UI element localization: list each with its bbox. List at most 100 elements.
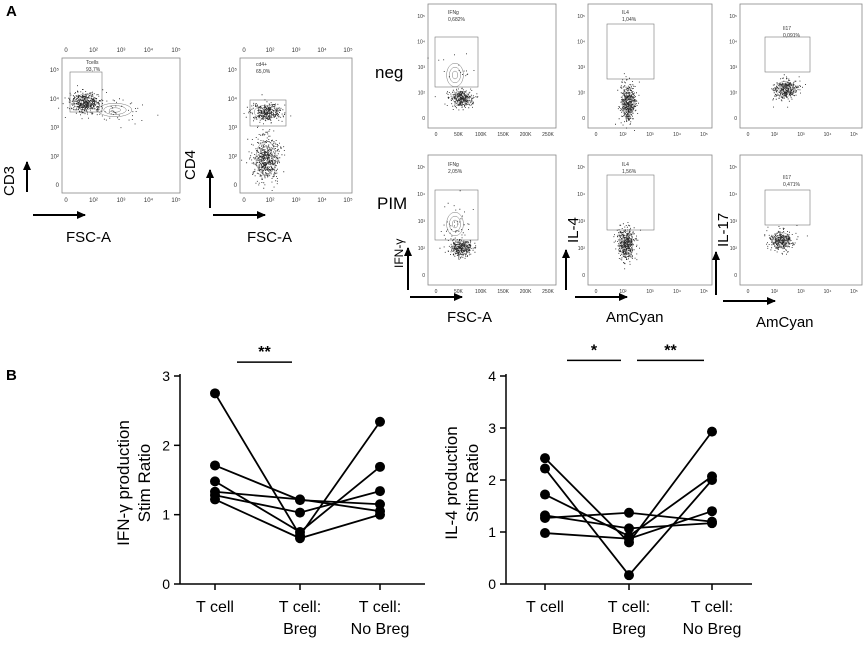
x-axis-label: FSC-A (66, 229, 111, 246)
density-contour (259, 146, 273, 170)
x-tick-label: 50K (454, 289, 464, 295)
events (764, 225, 808, 255)
density-contour (446, 63, 464, 87)
plot-frame (239, 57, 353, 194)
x-tick-label: 10³ (117, 198, 126, 204)
density-contour (452, 241, 470, 255)
y-tick-label: 10⁴ (577, 192, 585, 198)
data-point (707, 471, 717, 482)
density-contour (778, 83, 792, 95)
plot-frame (587, 154, 713, 286)
event-cloud (243, 94, 292, 124)
density-contour (781, 86, 789, 92)
gate-box (606, 174, 655, 231)
y-tick-label: 0 (422, 116, 425, 122)
y-tick-label: 10⁵ (228, 67, 238, 74)
density-contour (621, 87, 635, 119)
category-label: Breg (283, 621, 317, 638)
y-tick-label: 0 (734, 273, 737, 279)
y-tick-label: 10⁵ (417, 165, 425, 171)
density-contour (257, 107, 275, 117)
x-tick-label: 200K (520, 289, 532, 295)
plot-ticks: 0 0 10² 10² 10³ 10³ 10⁴ 10⁴ 10⁵ 10⁵ 10⁵ 10⁴ 10³ 10² 0 (228, 47, 353, 204)
event-cloud (771, 74, 806, 108)
cyto-plot-pim-il4: IL4 1,56% 0 10² 10³ 10⁴ 10⁵ 10⁵ 10⁴ 10³ 10² 0 (577, 154, 713, 295)
x-tick-label: 200K (520, 132, 532, 138)
ifng-y-axis-label: IFN-γ (392, 239, 406, 268)
y-tick-label: 10⁴ (729, 192, 737, 198)
top-tick-label: 0 (64, 48, 68, 54)
x-tick-label: 10² (266, 198, 275, 204)
top-tick-label: 10³ (117, 48, 126, 54)
data-point (295, 533, 305, 544)
y-tick-label: 0 (422, 273, 425, 279)
density-contour (76, 96, 94, 108)
y-tick-label: 10⁴ (228, 96, 238, 103)
x-tick-label: 10² (89, 198, 98, 204)
y-tick-label: 10⁴ (50, 96, 60, 103)
il4-stim-ratio-chart: IL-4 production Stim Ratio 0 1 2 3 4 T cell T … (442, 342, 752, 638)
density-contour (771, 232, 791, 248)
data-point (540, 453, 550, 464)
x-tick-label: 250K (542, 132, 554, 138)
y-tick-label: 0 (234, 183, 238, 189)
data-point (375, 461, 385, 472)
data-point (707, 506, 717, 517)
y-tick-label: 0 (582, 116, 585, 122)
density-contour (775, 81, 795, 97)
x-tick-label: 0 (435, 132, 438, 138)
density-contour (455, 243, 467, 253)
x-tick-label: 0 (595, 289, 598, 295)
y-tick-label: 10³ (578, 219, 586, 225)
gate-name: IFNg (448, 162, 459, 168)
y-tick-label: 10³ (730, 219, 738, 225)
plot-frame (587, 3, 713, 129)
y-tick-label: 0 (488, 576, 496, 592)
plot-frame (739, 3, 863, 129)
event-cloud (764, 225, 808, 255)
event-cloud (444, 234, 477, 260)
y-tick-label: 10⁴ (417, 192, 425, 198)
gate-percent: 0,682% (448, 17, 466, 23)
y-tick-label: 2 (488, 472, 496, 488)
y-tick-label: 10⁵ (729, 14, 737, 20)
event-cloud (64, 92, 159, 129)
plot-frame (61, 57, 181, 194)
y-axis-label-line1: IFN-γ production (114, 420, 133, 546)
x-tick-label: 0 (595, 132, 598, 138)
data-point (375, 499, 385, 510)
il4-x-axis-label: AmCyan (606, 309, 664, 326)
x-tick-label: 10² (619, 289, 627, 295)
density-contour (109, 107, 121, 113)
data-point (540, 528, 550, 539)
y-tick-label: 10⁵ (50, 67, 60, 74)
y-tick-label: 10⁵ (577, 165, 585, 171)
data-point (375, 416, 385, 427)
events (444, 87, 479, 111)
cyto-plot-pim-ifng: IFNg 2,05% 0 50K 100K 150K 200K 250K 10⁵ 10⁴ 10³… (417, 154, 557, 295)
y-tick-label: 10² (730, 246, 738, 252)
y-tick-label: 10⁴ (729, 40, 737, 46)
y-tick-label: 10² (228, 154, 237, 160)
y-axis-label-line2: Stim Ratio (463, 444, 482, 522)
data-point (375, 509, 385, 520)
density-contour (777, 237, 785, 243)
y-tick-label: 10³ (418, 65, 426, 71)
data-point (210, 476, 220, 487)
tcells-gate-plot: 0 0 10² 10² 10³ 10³ 10⁴ 10⁴ 10⁵ 10⁵ 10⁵ 10⁴ 10³ 10²0 … (1, 47, 181, 246)
y-axis-label-line2: Stim Ratio (135, 444, 154, 522)
category-label: No Breg (683, 621, 742, 638)
cd4-gate-plot: 0 0 10² 10² 10³ 10³ 10⁴ 10⁴ 10⁵ 10⁵ 10⁵ 10⁴ 10³ 10²0 … (182, 47, 353, 246)
gate-name: IL4 (622, 162, 629, 168)
x-tick-label: 10⁵ (850, 289, 858, 295)
data-point (540, 512, 550, 523)
data-point (295, 494, 305, 505)
density-contour (458, 95, 465, 101)
category-label: T cell: (691, 599, 733, 616)
event-cloud (58, 85, 108, 120)
gate-percent: 2,05% (448, 169, 463, 175)
y-tick-label: 10² (578, 91, 586, 97)
density-contour (261, 109, 271, 115)
x-tick-label: 0 (242, 198, 246, 204)
data-point (624, 570, 634, 581)
